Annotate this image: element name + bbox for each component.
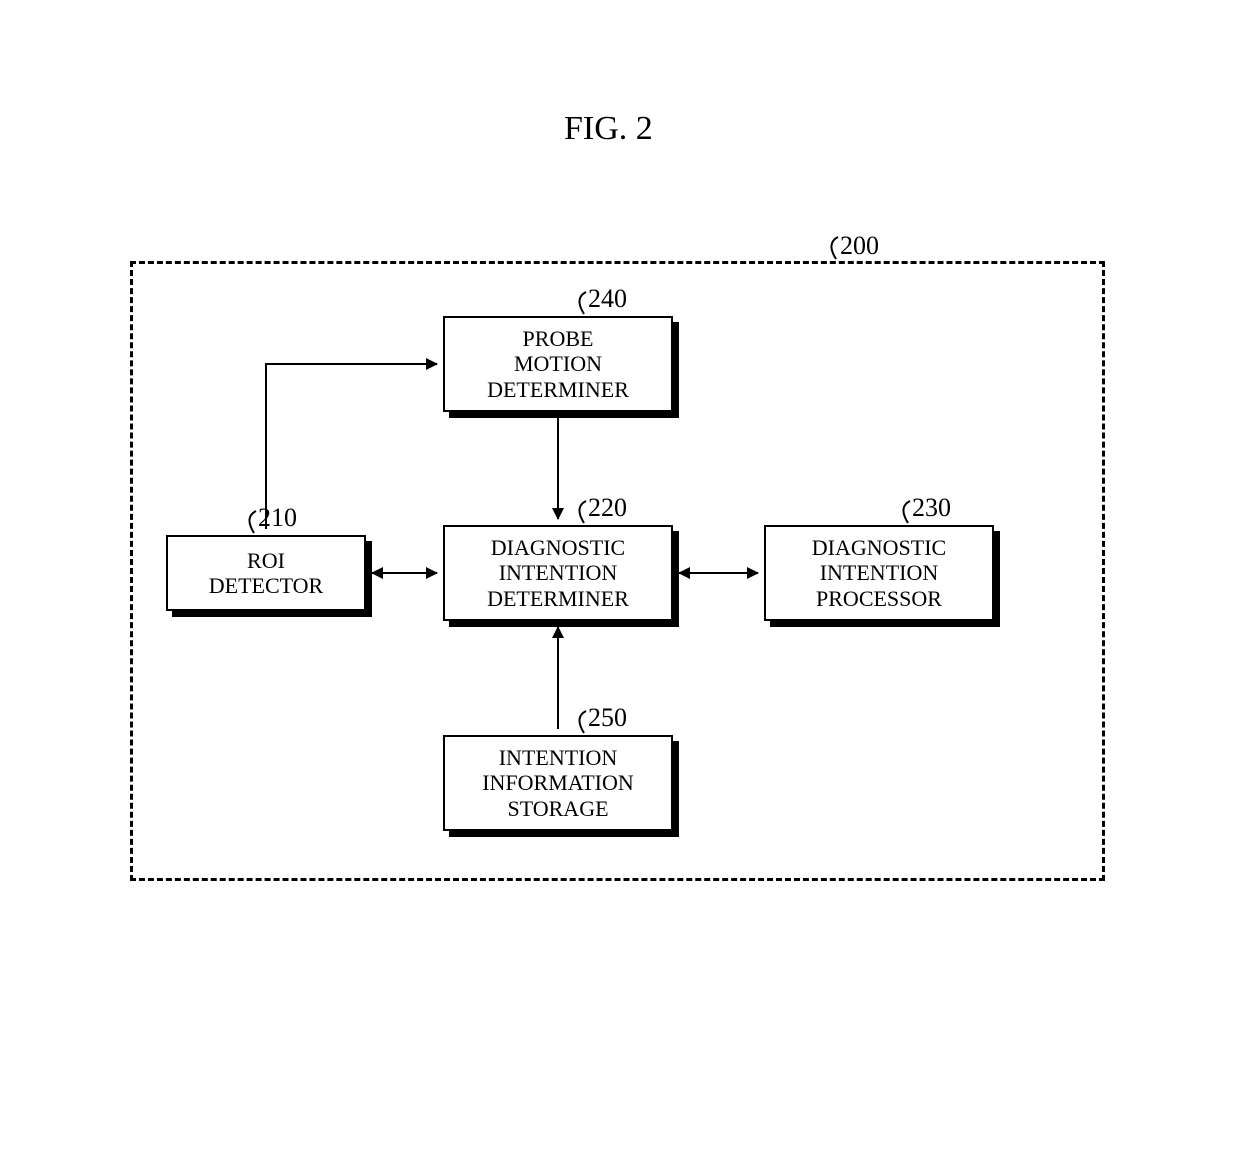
intention-information-storage-block: INTENTION INFORMATION STORAGE — [443, 735, 673, 831]
ref-label-240: 240 — [588, 284, 627, 314]
probe-motion-determiner-label: PROBE MOTION DETERMINER — [487, 326, 629, 402]
roi-detector-block: ROI DETECTOR — [166, 535, 366, 611]
ref-label-230: 230 — [912, 493, 951, 523]
ref-label-200: 200 — [840, 231, 879, 261]
ref-label-250: 250 — [588, 703, 627, 733]
diagram-canvas: FIG. 2 ROI DETECTOR PROBE MOTION DETERMI… — [0, 0, 1240, 1157]
intention-information-storage-label: INTENTION INFORMATION STORAGE — [482, 745, 634, 821]
roi-detector-label: ROI DETECTOR — [209, 548, 323, 599]
ref-label-210: 210 — [258, 503, 297, 533]
probe-motion-determiner-block: PROBE MOTION DETERMINER — [443, 316, 673, 412]
diagnostic-intention-processor-block: DIAGNOSTIC INTENTION PROCESSOR — [764, 525, 994, 621]
diagnostic-intention-processor-label: DIAGNOSTIC INTENTION PROCESSOR — [812, 535, 946, 611]
ref-label-220: 220 — [588, 493, 627, 523]
diagnostic-intention-determiner-block: DIAGNOSTIC INTENTION DETERMINER — [443, 525, 673, 621]
figure-title: FIG. 2 — [564, 110, 653, 148]
leader-200 — [831, 237, 838, 259]
diagnostic-intention-determiner-label: DIAGNOSTIC INTENTION DETERMINER — [487, 535, 629, 611]
